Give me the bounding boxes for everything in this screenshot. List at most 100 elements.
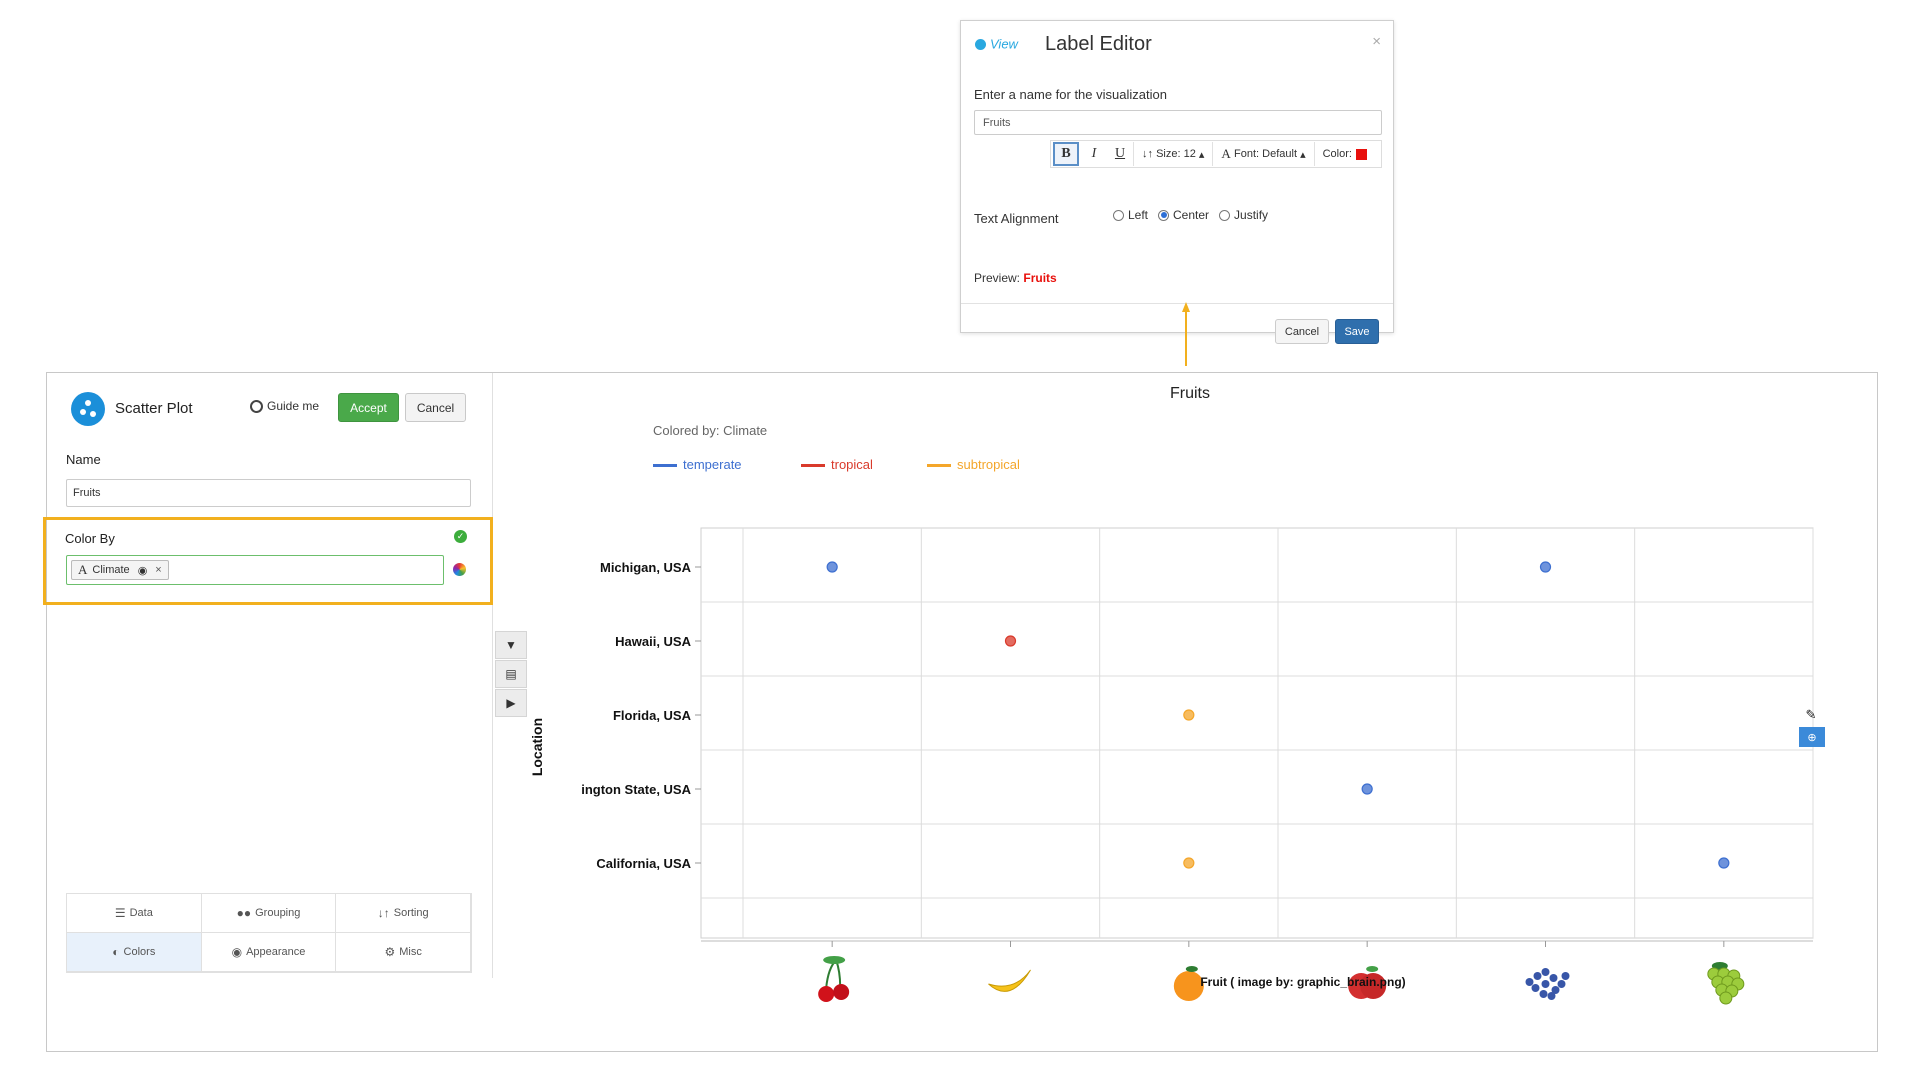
remove-chip-icon[interactable]: × [155,564,162,576]
color-wheel-icon[interactable] [453,563,466,576]
bold-button[interactable]: B [1053,142,1079,166]
y-axis-label: Location [529,718,545,776]
name-label: Name [66,452,101,467]
y-tick-label: Michigan, USA [600,560,692,575]
apple-icon-part [1360,973,1387,999]
orange-icon-part [1173,971,1204,1001]
orange-icon [1173,966,1204,1001]
scatter-point [1718,857,1730,869]
legend-label: tropical [831,457,873,472]
apple-icon [1348,966,1387,999]
close-icon[interactable]: × [1372,33,1381,50]
filter-button[interactable]: ▼ [495,631,527,659]
scatter-point [1183,857,1195,869]
visualization-name-input[interactable] [974,110,1382,135]
details-icon: ▤ [505,667,517,681]
preview: Preview: Fruits [974,271,1057,285]
dialog-title: Label Editor [1045,33,1152,55]
scatter-plot-icon [71,392,105,426]
scatter-point [1183,709,1195,721]
radio-label: Left [1128,208,1149,222]
caret-up-icon: ▴ [1297,148,1306,161]
guide-me-link[interactable]: Guide me [250,399,319,413]
cherry-icon-part [835,959,842,987]
radio-circle [1113,209,1124,221]
text-alignment-label: Text Alignment [974,211,1059,226]
tab-appearance[interactable]: ◉ Appearance [201,933,337,972]
color-picker[interactable]: Color: [1317,142,1373,166]
font-icon: A [1221,146,1235,161]
plot-frame [700,527,1814,939]
zoom-icon[interactable]: ⊕ [1799,727,1825,747]
tab-grouping[interactable]: ●● Grouping [201,894,337,933]
font-family-dropdown[interactable]: A Font: Default ▴ [1215,142,1311,166]
legend-swatch [653,464,677,467]
italic-button[interactable]: I [1091,146,1097,161]
icon-dot [90,411,96,417]
cherry-icon-part [818,986,835,1002]
blueberries-icon-part [1551,986,1560,994]
side-tools: ✎ ⊕ [1799,707,1827,747]
color-swatch [1355,148,1367,160]
eye-icon: ◉ [231,945,243,959]
panel-title: Scatter Plot [115,400,193,417]
dialog-save-button[interactable]: Save [1335,319,1379,344]
dialog-header: View Label Editor × [961,21,1393,71]
tab-misc[interactable]: ⚙ Misc [336,933,471,972]
color-by-field[interactable]: A Climate ◉ × [66,555,444,585]
name-prompt: Enter a name for the visualization [974,87,1167,102]
guide-me-label: Guide me [267,399,320,413]
brush-icon[interactable]: ✎ [1805,707,1817,722]
blueberries-icon-part [1561,972,1570,980]
blueberries-icon-part [1549,974,1558,982]
tab-label: Misc [399,946,422,958]
legend-label: subtropical [957,457,1020,472]
font-family-label: Font: Default [1234,148,1298,160]
filter-icon: ▼ [505,638,517,652]
tab-sorting[interactable]: ↓↑ Sorting [336,894,471,933]
color-by-label: Color By [65,531,115,546]
toolbar-divider [1133,142,1134,166]
play-button[interactable]: ▶ [495,689,527,717]
accept-button[interactable]: Accept [338,393,399,422]
y-tick-label: ington State, USA [581,782,691,797]
align-justify-radio[interactable]: Justify [1219,208,1268,222]
scatter-point [826,561,838,573]
details-button[interactable]: ▤ [495,660,527,688]
name-input[interactable] [66,479,471,507]
scatter-point [1361,783,1373,795]
radio-circle [1158,209,1170,221]
font-size-dropdown[interactable]: ↓↑ Size: 12 ▴ [1136,142,1210,166]
callout-arrow [1182,302,1190,366]
tab-label: Colors [123,946,156,958]
toolbar-divider [1212,142,1214,166]
blueberries-icon-part [1539,990,1548,998]
align-center-radio[interactable]: Center [1158,208,1209,222]
tab-label: Grouping [255,907,301,919]
climate-chip[interactable]: A Climate ◉ × [71,560,169,580]
tab-colors[interactable]: ◐ Colors [67,933,202,972]
dialog-cancel-button[interactable]: Cancel [1275,319,1329,344]
contrast-icon: ◐ [112,945,120,959]
cancel-button[interactable]: Cancel [405,393,466,422]
tab-data[interactable]: ☰ Data [67,894,202,933]
database-icon: ☰ [114,906,126,920]
lifebuoy-icon [250,399,263,413]
cherry-icon-part [823,956,846,964]
y-tick-label: Florida, USA [613,708,692,723]
scatter-chart: Fruits Colored by: Climate temperate tropic… [493,373,1879,1051]
align-left-radio[interactable]: Left [1113,208,1148,222]
icon-dot [85,400,91,406]
y-tick-label: Hawaii, USA [615,634,691,649]
callout-arrow-head [1182,302,1190,312]
legend-swatch [927,464,951,467]
blueberries-icon-part [1541,980,1550,988]
users-icon: ●● [236,906,252,920]
eye-icon[interactable]: ◉ [137,564,148,577]
preview-label: Preview: [974,271,1021,285]
blueberries-icon-part [1557,980,1566,988]
underline-button[interactable]: U [1114,146,1126,161]
radio-label: Center [1173,208,1210,222]
cherry-icon [818,956,850,1002]
logo-text: View [990,36,1018,52]
